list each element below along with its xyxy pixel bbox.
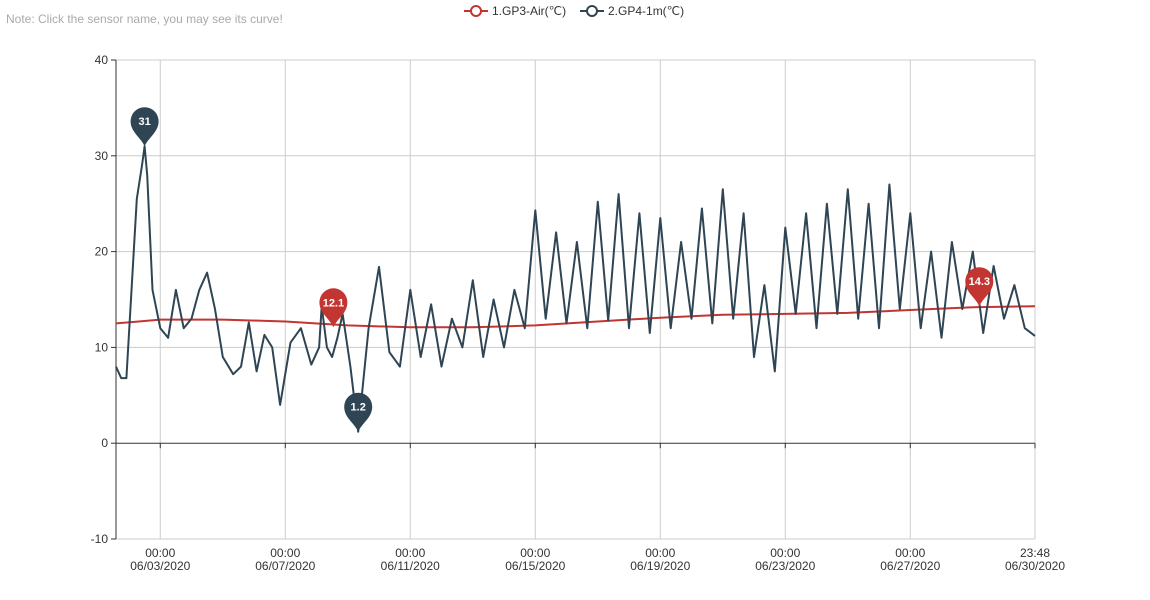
series-layer — [115, 145, 1036, 433]
marker-layer: 12.1 14.3 31 1.2 — [130, 107, 994, 432]
marker-pin-shape — [344, 392, 373, 432]
marker-pin: 31 — [130, 107, 159, 147]
marker-pin-shape — [965, 267, 994, 307]
marker-label: 31 — [138, 116, 150, 128]
x-tick-date-label: 06/03/2020 — [130, 559, 190, 573]
y-tick-label: 20 — [95, 245, 109, 259]
y-tick-label: 0 — [101, 436, 108, 450]
y-tick-label: 40 — [95, 53, 109, 67]
legend-line-circle-icon — [580, 5, 604, 17]
x-tick-date-label: 06/15/2020 — [505, 559, 565, 573]
x-tick-date-label: 06/30/2020 — [1005, 559, 1065, 573]
marker-pin-shape — [130, 107, 159, 147]
grid-lines — [116, 59, 1036, 540]
x-tick-time-label: 00:00 — [270, 546, 300, 560]
x-tick-date-label: 06/11/2020 — [381, 559, 440, 573]
legend-item-gp3-air[interactable]: 1.GP3-Air(℃) — [464, 3, 566, 19]
x-tick-date-label: 06/19/2020 — [630, 559, 690, 573]
marker-label: 12.1 — [323, 297, 344, 309]
x-tick-time-label: 00:00 — [145, 546, 175, 560]
marker-pin: 12.1 — [319, 288, 348, 328]
x-tick-time-label: 23:48 — [1020, 546, 1050, 560]
x-tick-time-label: 00:00 — [520, 546, 550, 560]
y-tick-label: 10 — [95, 340, 109, 354]
legend-label: 2.GP4-1m(℃) — [608, 4, 685, 18]
legend: 1.GP3-Air(℃) 2.GP4-1m(℃) — [0, 0, 1150, 22]
x-tick-date-label: 06/23/2020 — [755, 559, 815, 573]
x-tick-time-label: 00:00 — [395, 546, 425, 560]
x-tick-time-label: 00:00 — [645, 546, 675, 560]
y-tick-label: 30 — [95, 149, 109, 163]
axes: -1001020304000:0006/03/202000:0006/07/20… — [91, 53, 1066, 573]
legend-line-circle-icon — [464, 5, 488, 17]
x-tick-time-label: 00:00 — [895, 546, 925, 560]
series-line-1 — [115, 305, 1036, 329]
marker-label: 1.2 — [351, 402, 366, 414]
x-tick-time-label: 00:00 — [770, 546, 800, 560]
y-tick-label: -10 — [91, 532, 109, 546]
chart-note: Note: Click the sensor name, you may see… — [6, 12, 283, 26]
marker-label: 14.3 — [969, 276, 990, 288]
x-tick-date-label: 06/07/2020 — [255, 559, 315, 573]
marker-pin-shape — [319, 288, 348, 328]
marker-pin: 14.3 — [965, 267, 994, 307]
x-tick-date-label: 06/27/2020 — [880, 559, 940, 573]
series-line-2 — [115, 145, 1036, 433]
legend-item-gp4-1m[interactable]: 2.GP4-1m(℃) — [580, 3, 684, 19]
marker-pin: 1.2 — [344, 392, 373, 432]
legend-label: 1.GP3-Air(℃) — [492, 4, 567, 18]
